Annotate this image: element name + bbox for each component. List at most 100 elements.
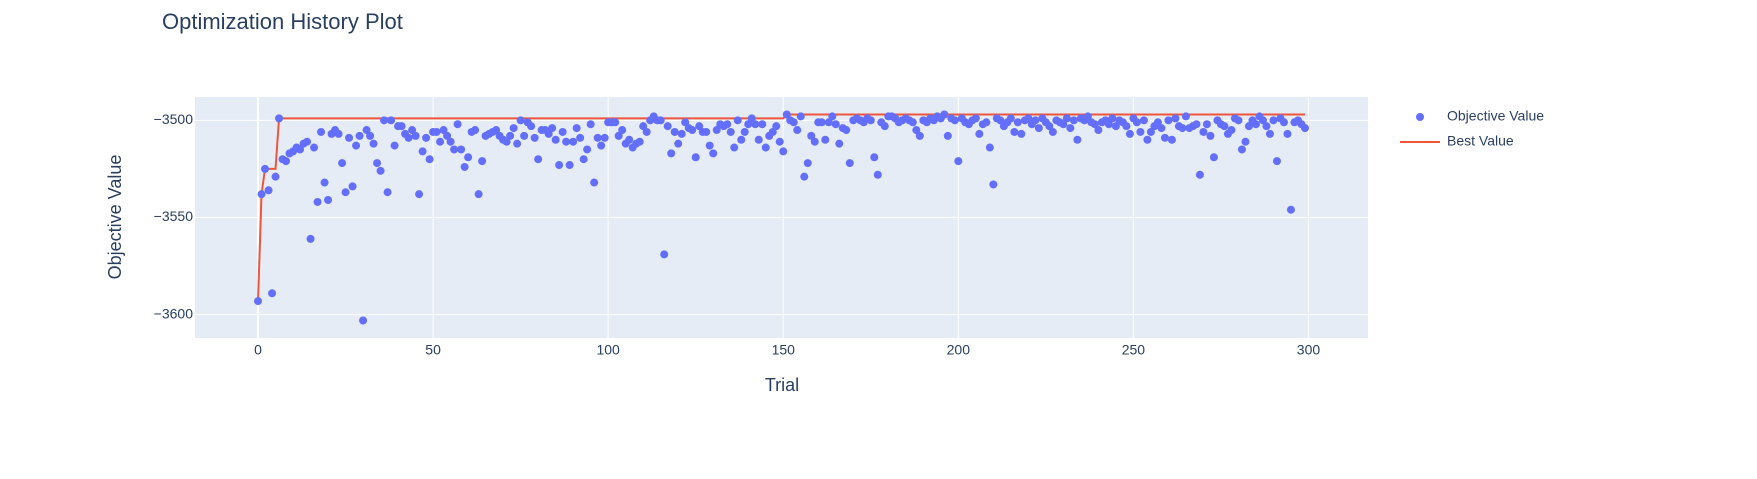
point [635, 137, 644, 146]
point [551, 135, 560, 144]
point [555, 161, 564, 170]
point [355, 131, 364, 140]
point [681, 118, 690, 127]
x-tick-label: 200 [947, 342, 971, 358]
point [730, 143, 739, 152]
point [831, 120, 840, 129]
y-tick-label: −3550 [154, 208, 194, 224]
point [1192, 120, 1201, 129]
grid: 0 50 100 150 200 250 300 −3600 −3550 −3500 [154, 97, 1368, 358]
point [733, 116, 742, 125]
point [747, 114, 756, 123]
point [411, 131, 420, 140]
marks [254, 110, 1309, 325]
point [1206, 131, 1215, 140]
point [782, 110, 791, 119]
legend-label: Objective Value [1447, 108, 1544, 124]
point [254, 297, 263, 306]
point [873, 170, 882, 179]
point [390, 141, 399, 150]
point [670, 127, 679, 136]
point [471, 126, 480, 135]
point [796, 112, 805, 121]
point [439, 126, 448, 135]
point [842, 126, 851, 135]
point [338, 159, 347, 168]
point [1062, 114, 1071, 123]
point [1143, 135, 1152, 144]
point [1045, 122, 1054, 131]
point [576, 133, 585, 142]
point [1013, 118, 1022, 127]
point [1272, 157, 1281, 166]
point [1034, 124, 1043, 133]
point [422, 133, 431, 142]
point [1286, 205, 1295, 214]
point [709, 149, 718, 158]
point [397, 122, 406, 131]
point [1202, 120, 1211, 129]
point [740, 127, 749, 136]
point [912, 126, 921, 135]
point [663, 122, 672, 131]
point [1178, 124, 1187, 133]
point [1010, 127, 1019, 136]
point [1209, 153, 1218, 162]
chart-title: Optimization History Plot [162, 9, 403, 34]
point [656, 116, 665, 125]
y-tick-label: −3500 [154, 111, 194, 127]
point [1269, 116, 1278, 125]
point [506, 131, 515, 140]
point [562, 137, 571, 146]
point [366, 131, 375, 140]
point [821, 135, 830, 144]
point [807, 131, 816, 140]
x-tick-label: 0 [254, 342, 262, 358]
point [866, 116, 875, 125]
point [464, 153, 473, 162]
point [415, 190, 424, 199]
point [985, 143, 994, 152]
point [915, 131, 924, 140]
point [446, 137, 455, 146]
x-tick-label: 250 [1122, 342, 1146, 358]
point [257, 190, 266, 199]
point [1220, 122, 1229, 131]
point [754, 135, 763, 144]
point [1157, 124, 1166, 133]
point [453, 120, 462, 129]
point [373, 159, 382, 168]
point [835, 139, 844, 148]
point [639, 122, 648, 131]
point [789, 118, 798, 127]
point [579, 155, 588, 164]
y-tick-label: −3600 [154, 305, 194, 321]
point [975, 129, 984, 138]
point [642, 127, 651, 136]
point [611, 118, 620, 127]
point [726, 127, 735, 136]
point [971, 114, 980, 123]
point [989, 180, 998, 189]
point [362, 126, 371, 135]
point [572, 124, 581, 133]
point [432, 127, 441, 136]
point [1258, 116, 1267, 125]
point [1031, 116, 1040, 125]
point [478, 157, 487, 166]
point [583, 145, 592, 154]
point [376, 166, 385, 175]
point [425, 155, 434, 164]
point [1136, 127, 1145, 136]
point [996, 116, 1005, 125]
point [334, 129, 343, 138]
point [737, 135, 746, 144]
point [597, 141, 606, 150]
point [614, 131, 623, 140]
point [779, 147, 788, 156]
point [275, 114, 284, 123]
point [800, 172, 809, 181]
point [824, 118, 833, 127]
point [1083, 112, 1092, 121]
point [688, 126, 697, 135]
